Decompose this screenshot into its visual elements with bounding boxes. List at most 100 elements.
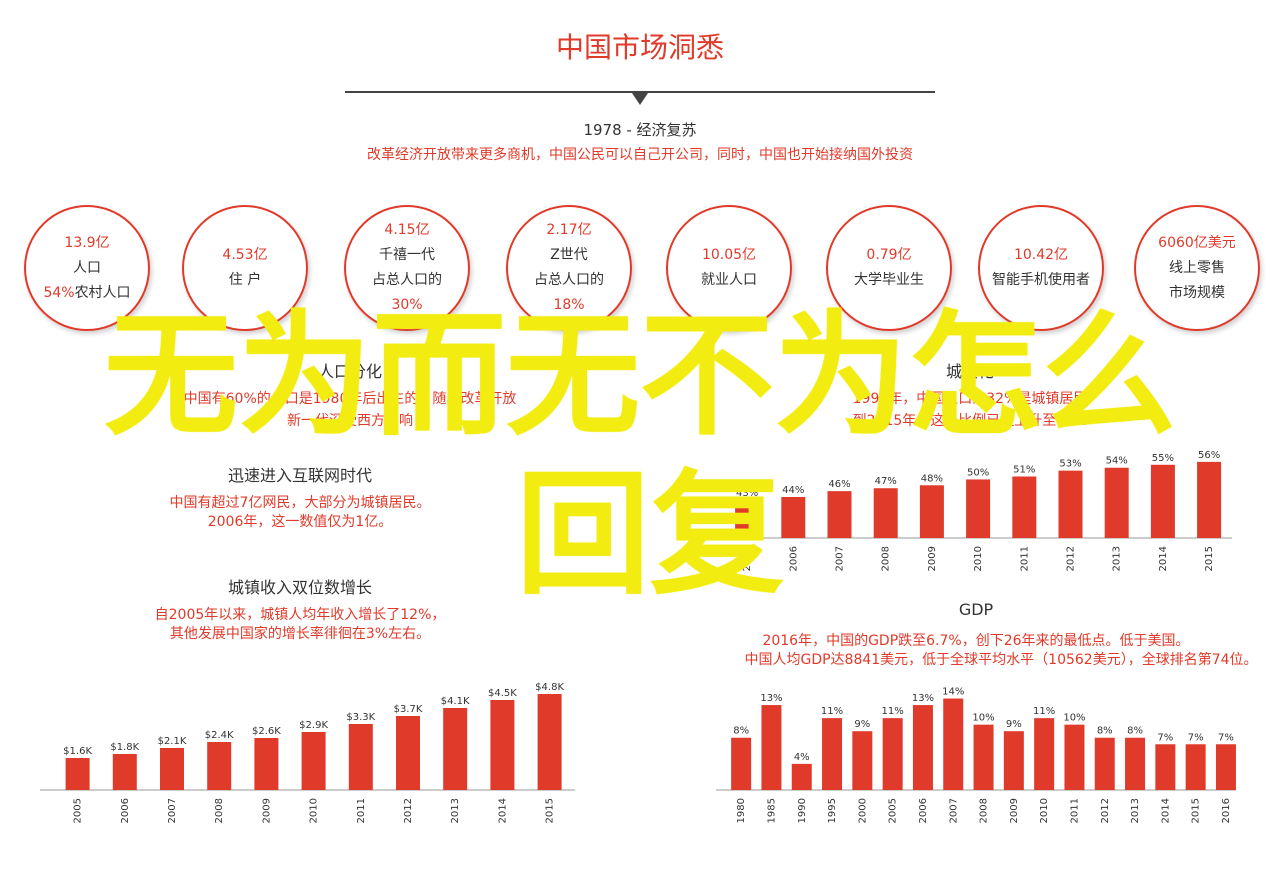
- chart-gdp: 8% 1980 13% 1985 4% 1990 11% 1995 9% 2000 11% 2005 1…: [716, 687, 1236, 823]
- title-divider: [345, 91, 935, 93]
- section-title-population: 人口分化: [317, 362, 382, 381]
- bar: [822, 718, 843, 790]
- stat-value: 2.17亿: [546, 222, 592, 238]
- data-label: 43%: [736, 488, 758, 499]
- data-label: 13%: [912, 693, 934, 704]
- bar: [1215, 744, 1236, 790]
- data-label: 55%: [1152, 453, 1174, 464]
- x-tick-label: 2015: [1204, 546, 1215, 571]
- x-tick-label: 2014: [497, 798, 508, 823]
- x-tick-label: 1990: [797, 798, 808, 823]
- bar: [1155, 744, 1176, 790]
- data-label: $4.5K: [488, 688, 517, 699]
- stat-percent: 18%: [553, 297, 585, 313]
- bar: [827, 491, 852, 538]
- data-label: $1.8K: [110, 742, 139, 753]
- section-title-internet: 迅速进入互联网时代: [227, 466, 372, 485]
- data-label: $2.9K: [299, 720, 328, 731]
- x-tick-label: 2005: [888, 798, 899, 823]
- bar: [396, 716, 420, 790]
- stat-circle-smartphone: 10.42亿 智能手机使用者: [978, 205, 1104, 331]
- x-tick-label: 2009: [1009, 798, 1020, 823]
- data-label: 9%: [1006, 719, 1022, 730]
- bar: [207, 742, 232, 790]
- x-tick-label: 2008: [214, 798, 225, 823]
- bar: [852, 731, 873, 790]
- section-desc-population-2: 新一代深受西方影响: [287, 413, 413, 429]
- bar: [443, 708, 468, 790]
- bar: [973, 724, 994, 790]
- data-label: 7%: [1218, 732, 1234, 743]
- stat-label: 线上零售: [1169, 259, 1225, 276]
- stat-label: 千禧一代: [379, 247, 435, 263]
- bar: [943, 698, 964, 790]
- x-tick-label: 2000: [857, 798, 868, 823]
- data-label: 56%: [1198, 450, 1220, 461]
- x-tick-label: 2014: [1158, 546, 1169, 571]
- x-tick-label: 2010: [973, 546, 984, 571]
- bar: [1104, 467, 1129, 538]
- x-tick-label: 2005: [73, 798, 84, 823]
- data-label: $4.8K: [535, 682, 564, 693]
- data-label: 4%: [794, 752, 810, 763]
- stat-circle-graduates: 0.79亿 大学毕业生: [826, 205, 952, 331]
- data-label: 7%: [1188, 732, 1204, 743]
- data-label: 8%: [733, 726, 749, 737]
- bar: [735, 499, 760, 538]
- data-label: $2.6K: [252, 726, 281, 737]
- stat-label: 就业人口: [701, 272, 757, 288]
- data-label: 11%: [1033, 706, 1055, 717]
- stat-rural-line: 54%农村人口: [43, 281, 130, 306]
- bar: [882, 718, 903, 790]
- section-desc-income-1: 自2005年以来，城镇人均年收入增长了12%，: [154, 607, 446, 623]
- x-tick-label: 2009: [927, 546, 938, 571]
- x-tick-label: 2012: [403, 798, 414, 823]
- bar: [1125, 737, 1146, 790]
- data-label: 10%: [1063, 713, 1085, 724]
- x-tick-label: 2013: [450, 798, 461, 823]
- x-tick-label: 2007: [948, 798, 959, 823]
- stat-label: Z世代: [550, 247, 588, 263]
- bar: [761, 705, 782, 790]
- stat-circle-online-retail: 6060亿美元 线上零售 市场规模: [1134, 205, 1260, 331]
- bar: [781, 497, 806, 538]
- stat-rural-label: 农村人口: [74, 284, 131, 301]
- data-label: $4.1K: [441, 696, 470, 707]
- stat-value: 13.9亿: [64, 234, 110, 251]
- bar: [301, 732, 326, 790]
- data-label: $3.3K: [346, 712, 375, 723]
- stat-value: 10.05亿: [701, 247, 757, 263]
- stat-label-2: 占总人口的: [372, 272, 442, 288]
- bar: [791, 763, 812, 790]
- section-desc-urbanization-2: 到2015年，这一比例已经上升至56%: [852, 413, 1088, 429]
- x-tick-label: 2015: [1191, 798, 1202, 823]
- data-label: 51%: [1013, 465, 1035, 476]
- x-tick-label: 2016: [1221, 798, 1232, 823]
- stat-label-2: 占总人口的: [534, 272, 604, 288]
- stat-circle-population: 13.9亿 人口 54%农村人口: [24, 205, 150, 331]
- bar: [966, 479, 991, 538]
- stat-label: 智能手机使用者: [992, 272, 1090, 288]
- x-tick-label: 2006: [788, 546, 799, 571]
- data-label: $3.7K: [394, 704, 423, 715]
- data-label: 7%: [1157, 732, 1173, 743]
- x-tick-label: 1980: [736, 798, 747, 823]
- stat-label: 人口: [73, 259, 101, 276]
- x-tick-label: 1985: [766, 798, 777, 823]
- section-desc-income-2: 其他发展中国家的增长率徘徊在3%左右。: [169, 626, 431, 642]
- section-title-urbanization: 城镇化: [945, 362, 994, 381]
- chart-urbanization: 43% 2005 44% 2006 46% 2007 47% 2008 48% 2009 50% 20…: [712, 450, 1232, 571]
- section-desc-urbanization-1: 1997年，中国人口的32%是城镇居民: [852, 391, 1088, 407]
- stat-value: 4.15亿: [384, 222, 430, 238]
- stat-rural-percent: 54%: [43, 284, 75, 301]
- overlay-headline-line-2: 回复: [515, 457, 784, 613]
- data-label: $2.4K: [205, 730, 234, 741]
- section-desc-internet-1: 中国有超过7亿网民，大部分为城镇居民。: [169, 495, 431, 511]
- x-tick-label: 2012: [1066, 546, 1077, 571]
- stat-value: 4.53亿: [222, 247, 268, 263]
- section-desc-population-1: 中国有60%的人口是1980年后出生的，随着改革开放: [183, 391, 517, 407]
- x-tick-label: 2010: [1039, 798, 1050, 823]
- stat-label-2: 市场规模: [1169, 284, 1225, 301]
- data-label: $1.6K: [63, 746, 92, 757]
- subtitle-year: 1978 - 经济复苏: [583, 121, 697, 139]
